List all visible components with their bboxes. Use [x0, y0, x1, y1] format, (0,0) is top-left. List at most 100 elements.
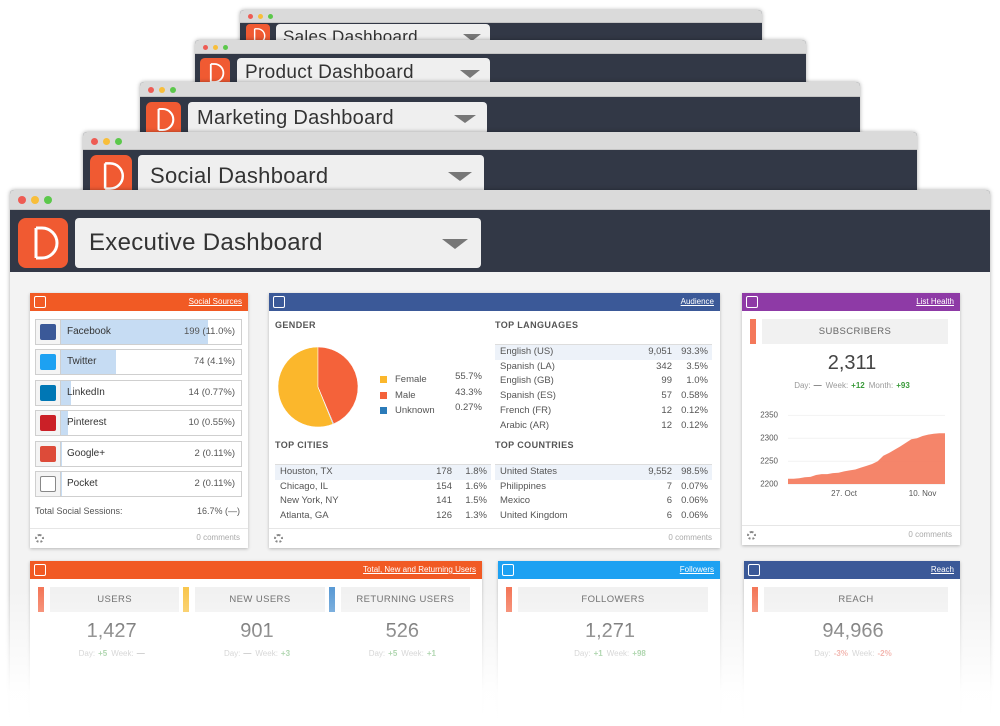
source-value: 10 (0.55%) — [188, 417, 235, 429]
table-cell: 0.58% — [681, 390, 708, 402]
metric-header: SUBSCRIBERS — [762, 319, 948, 344]
table-cell: 9,051 — [648, 346, 672, 357]
change-value: — — [813, 381, 822, 390]
source-bar — [61, 320, 208, 344]
window-control[interactable] — [213, 44, 218, 50]
source-row[interactable]: Pinterest 10 (0.55%) — [35, 410, 242, 437]
source-value: 2 (0.11%) — [194, 478, 235, 489]
divider — [269, 528, 720, 529]
dashboard-title: Executive Dashboard — [89, 229, 323, 256]
table-rule — [495, 344, 712, 345]
legend-value: 0.27% — [455, 402, 482, 413]
table-cell: 0.06% — [681, 495, 708, 507]
window-control[interactable] — [248, 14, 253, 19]
source-name: Facebook — [67, 326, 111, 337]
settings-icon[interactable] — [274, 534, 283, 543]
widget-link[interactable]: Reach — [930, 565, 954, 574]
widget: List Health 0 comments SUBSCRIBERS 2,311 Day… — [742, 293, 960, 545]
source-bar — [61, 472, 63, 496]
comments-link[interactable]: 0 comments — [196, 533, 240, 542]
source-name: Pocket — [67, 478, 98, 489]
table-rule — [275, 464, 491, 465]
dashboard-dropdown[interactable]: Executive Dashboard — [75, 218, 481, 268]
table-cell: 1.5% — [465, 495, 487, 507]
widget-link[interactable]: List Health — [916, 297, 954, 306]
table-cell: 126 — [436, 510, 452, 522]
app-logo — [18, 218, 68, 268]
table-cell: United Kingdom — [500, 510, 568, 522]
window-control[interactable] — [258, 14, 263, 19]
source-row[interactable]: Google+ 2 (0.11%) — [35, 440, 242, 467]
source-row[interactable]: Twitter 74 (4.1%) — [35, 349, 242, 376]
table-cell: 0.12% — [681, 419, 708, 431]
widget-link[interactable]: Social Sources — [188, 297, 242, 306]
table-row: Houston, TX 178 1.8% — [275, 465, 491, 480]
source-row[interactable]: LinkedIn 14 (0.77%) — [35, 379, 242, 406]
change-label: Month: — [868, 381, 894, 390]
dropdown-arrow — [448, 172, 472, 182]
source-row[interactable]: Facebook 199 (11.0%) — [35, 319, 242, 345]
table-cell: New York, NY — [280, 495, 339, 507]
table-cell: 3.5% — [686, 360, 708, 372]
source-row[interactable]: Pocket 2 (0.11%) — [35, 471, 242, 497]
source-bar — [61, 380, 72, 405]
logo-mark — [103, 162, 125, 190]
window-control[interactable] — [18, 196, 26, 204]
metric-marker — [750, 319, 756, 344]
window-control[interactable] — [268, 14, 273, 19]
table-row: English (GB) 99 1.0% — [495, 374, 712, 389]
section-title: TOP LANGUAGES — [495, 320, 579, 330]
legend-label: Unknown — [395, 405, 435, 416]
logo-bg — [90, 155, 132, 197]
app-logo — [146, 102, 181, 137]
divider — [30, 528, 248, 529]
window-control[interactable] — [203, 44, 208, 50]
logo-bg — [200, 58, 230, 88]
window-control[interactable] — [103, 137, 110, 145]
total-label: Total Social Sessions: — [35, 506, 123, 516]
window-control[interactable] — [148, 86, 154, 93]
source-value: 199 (11.0%) — [183, 326, 235, 337]
table-cell: English (US) — [500, 346, 554, 357]
table-cell: Spanish (ES) — [500, 390, 556, 402]
source-logo — [40, 384, 56, 401]
table-cell: 1.8% — [465, 466, 487, 477]
dashboard-dropdown[interactable]: Marketing Dashboard — [188, 102, 487, 135]
widget-link[interactable]: Audience — [680, 297, 714, 306]
comments-link[interactable]: 0 comments — [668, 533, 712, 542]
table-cell: 0.07% — [681, 480, 708, 492]
title-bar — [10, 190, 990, 210]
logo-bg — [18, 218, 68, 268]
comments-link[interactable]: 0 comments — [908, 530, 952, 539]
change-label: Day: — [794, 381, 811, 390]
window-control[interactable] — [115, 137, 122, 145]
table-rule — [495, 464, 712, 465]
settings-icon[interactable] — [35, 534, 44, 543]
widget-icon — [34, 296, 46, 308]
source-name: Twitter — [67, 356, 97, 368]
window-control[interactable] — [44, 196, 52, 204]
table-cell: 154 — [436, 480, 452, 492]
title-bar — [240, 10, 762, 23]
window-control[interactable] — [31, 196, 39, 204]
app-logo — [90, 155, 132, 197]
window-control[interactable] — [223, 44, 228, 50]
table-row: United States 9,552 98.5% — [495, 465, 712, 480]
table-cell: Spanish (LA) — [500, 360, 555, 372]
table-row: English (US) 9,051 93.3% — [495, 345, 712, 360]
window-control[interactable] — [159, 86, 165, 93]
settings-icon[interactable] — [747, 531, 756, 540]
dropdown-arrow — [442, 239, 468, 250]
widget-link[interactable]: Total, New and Returning Users — [363, 565, 476, 574]
window-control[interactable] — [91, 137, 98, 145]
widget-icon — [748, 564, 760, 576]
widget-icon — [34, 564, 46, 576]
change-value: +93 — [896, 381, 910, 390]
window-control[interactable] — [170, 86, 176, 93]
widget-link[interactable]: Followers — [679, 565, 714, 574]
logo-bg — [146, 102, 181, 137]
table-cell: 0.12% — [681, 404, 708, 416]
widget-header: Audience — [269, 293, 720, 311]
widget-header: Reach — [744, 561, 960, 579]
table-cell: Arabic (AR) — [500, 419, 550, 431]
